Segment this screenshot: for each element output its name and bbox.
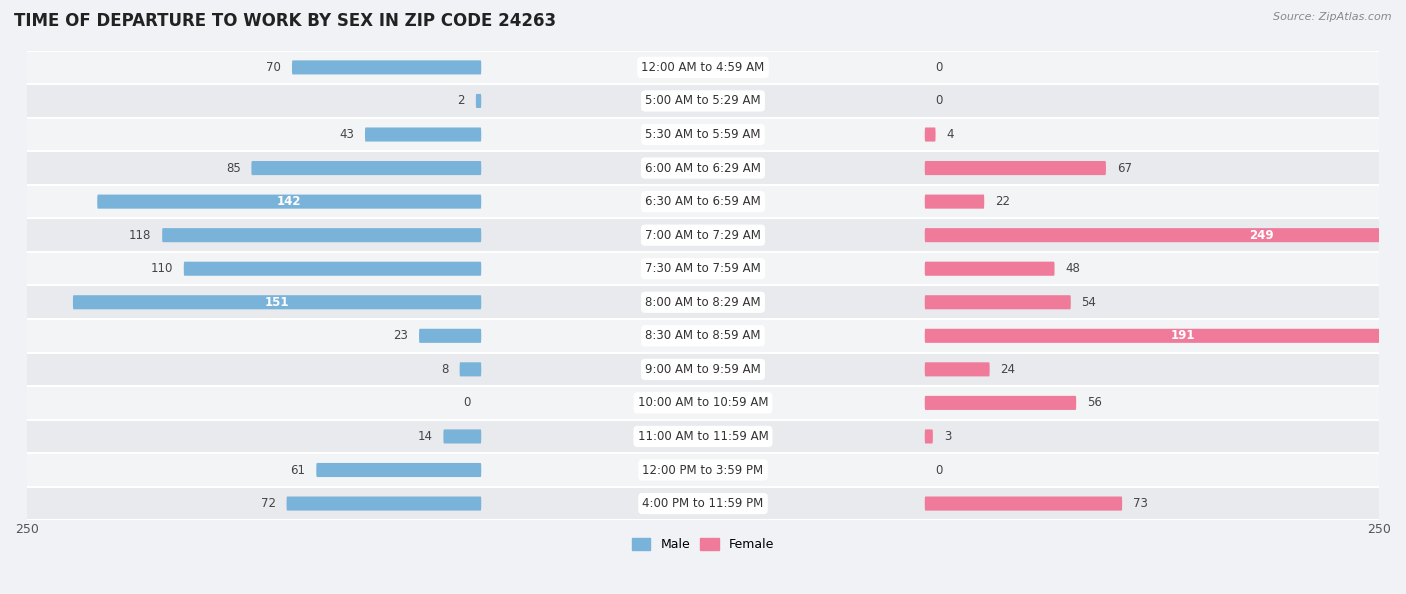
Text: 56: 56 bbox=[1087, 396, 1102, 409]
FancyBboxPatch shape bbox=[925, 128, 935, 141]
Text: 191: 191 bbox=[1171, 329, 1195, 342]
Bar bbox=[27, 286, 1379, 319]
Bar bbox=[27, 219, 1379, 252]
FancyBboxPatch shape bbox=[925, 161, 1107, 175]
Text: 151: 151 bbox=[264, 296, 290, 309]
Bar bbox=[27, 50, 1379, 84]
FancyBboxPatch shape bbox=[184, 262, 481, 276]
FancyBboxPatch shape bbox=[292, 61, 481, 74]
Text: 0: 0 bbox=[935, 463, 943, 476]
Text: 22: 22 bbox=[995, 195, 1010, 208]
Bar bbox=[27, 151, 1379, 185]
FancyBboxPatch shape bbox=[443, 429, 481, 444]
Bar bbox=[27, 453, 1379, 486]
FancyBboxPatch shape bbox=[287, 497, 481, 511]
FancyBboxPatch shape bbox=[925, 362, 990, 377]
FancyBboxPatch shape bbox=[316, 463, 481, 477]
FancyBboxPatch shape bbox=[73, 295, 481, 309]
Text: 8:00 AM to 8:29 AM: 8:00 AM to 8:29 AM bbox=[645, 296, 761, 309]
Bar bbox=[27, 118, 1379, 151]
Text: 6:30 AM to 6:59 AM: 6:30 AM to 6:59 AM bbox=[645, 195, 761, 208]
Text: 142: 142 bbox=[277, 195, 301, 208]
Text: 118: 118 bbox=[129, 229, 152, 242]
Bar bbox=[27, 252, 1379, 286]
FancyBboxPatch shape bbox=[925, 429, 932, 444]
Text: 23: 23 bbox=[394, 329, 408, 342]
Text: 70: 70 bbox=[266, 61, 281, 74]
Text: 85: 85 bbox=[226, 162, 240, 175]
Text: 110: 110 bbox=[150, 262, 173, 275]
Text: 0: 0 bbox=[935, 94, 943, 108]
Text: 0: 0 bbox=[463, 396, 471, 409]
Text: Source: ZipAtlas.com: Source: ZipAtlas.com bbox=[1274, 12, 1392, 22]
Text: 67: 67 bbox=[1116, 162, 1132, 175]
Legend: Male, Female: Male, Female bbox=[627, 533, 779, 557]
Text: 8: 8 bbox=[441, 363, 449, 376]
Bar bbox=[27, 185, 1379, 219]
Bar bbox=[27, 486, 1379, 520]
Text: 10:00 AM to 10:59 AM: 10:00 AM to 10:59 AM bbox=[638, 396, 768, 409]
Text: 48: 48 bbox=[1066, 262, 1080, 275]
Bar bbox=[27, 420, 1379, 453]
FancyBboxPatch shape bbox=[252, 161, 481, 175]
Bar bbox=[27, 386, 1379, 420]
FancyBboxPatch shape bbox=[419, 328, 481, 343]
FancyBboxPatch shape bbox=[366, 128, 481, 141]
Text: 7:00 AM to 7:29 AM: 7:00 AM to 7:29 AM bbox=[645, 229, 761, 242]
Text: 3: 3 bbox=[943, 430, 950, 443]
Text: 6:00 AM to 6:29 AM: 6:00 AM to 6:29 AM bbox=[645, 162, 761, 175]
FancyBboxPatch shape bbox=[925, 228, 1406, 242]
FancyBboxPatch shape bbox=[925, 497, 1122, 511]
FancyBboxPatch shape bbox=[925, 262, 1054, 276]
Bar bbox=[27, 319, 1379, 353]
FancyBboxPatch shape bbox=[97, 195, 481, 208]
Text: 4: 4 bbox=[946, 128, 953, 141]
Text: 249: 249 bbox=[1249, 229, 1274, 242]
Text: 7:30 AM to 7:59 AM: 7:30 AM to 7:59 AM bbox=[645, 262, 761, 275]
FancyBboxPatch shape bbox=[925, 396, 1076, 410]
Text: 5:00 AM to 5:29 AM: 5:00 AM to 5:29 AM bbox=[645, 94, 761, 108]
Bar bbox=[27, 84, 1379, 118]
Text: 61: 61 bbox=[291, 463, 305, 476]
FancyBboxPatch shape bbox=[925, 195, 984, 208]
Text: 2: 2 bbox=[457, 94, 465, 108]
FancyBboxPatch shape bbox=[475, 94, 481, 108]
FancyBboxPatch shape bbox=[162, 228, 481, 242]
Text: 12:00 AM to 4:59 AM: 12:00 AM to 4:59 AM bbox=[641, 61, 765, 74]
Text: 54: 54 bbox=[1081, 296, 1097, 309]
Text: 24: 24 bbox=[1001, 363, 1015, 376]
Text: 0: 0 bbox=[935, 61, 943, 74]
Text: 72: 72 bbox=[260, 497, 276, 510]
FancyBboxPatch shape bbox=[925, 328, 1406, 343]
Text: 73: 73 bbox=[1133, 497, 1147, 510]
Text: 5:30 AM to 5:59 AM: 5:30 AM to 5:59 AM bbox=[645, 128, 761, 141]
Text: 4:00 PM to 11:59 PM: 4:00 PM to 11:59 PM bbox=[643, 497, 763, 510]
Text: 43: 43 bbox=[339, 128, 354, 141]
Text: 12:00 PM to 3:59 PM: 12:00 PM to 3:59 PM bbox=[643, 463, 763, 476]
Bar bbox=[27, 353, 1379, 386]
FancyBboxPatch shape bbox=[460, 362, 481, 377]
Text: 11:00 AM to 11:59 AM: 11:00 AM to 11:59 AM bbox=[638, 430, 768, 443]
Text: 14: 14 bbox=[418, 430, 433, 443]
Text: 8:30 AM to 8:59 AM: 8:30 AM to 8:59 AM bbox=[645, 329, 761, 342]
Text: 9:00 AM to 9:59 AM: 9:00 AM to 9:59 AM bbox=[645, 363, 761, 376]
FancyBboxPatch shape bbox=[925, 295, 1071, 309]
Text: TIME OF DEPARTURE TO WORK BY SEX IN ZIP CODE 24263: TIME OF DEPARTURE TO WORK BY SEX IN ZIP … bbox=[14, 12, 557, 30]
